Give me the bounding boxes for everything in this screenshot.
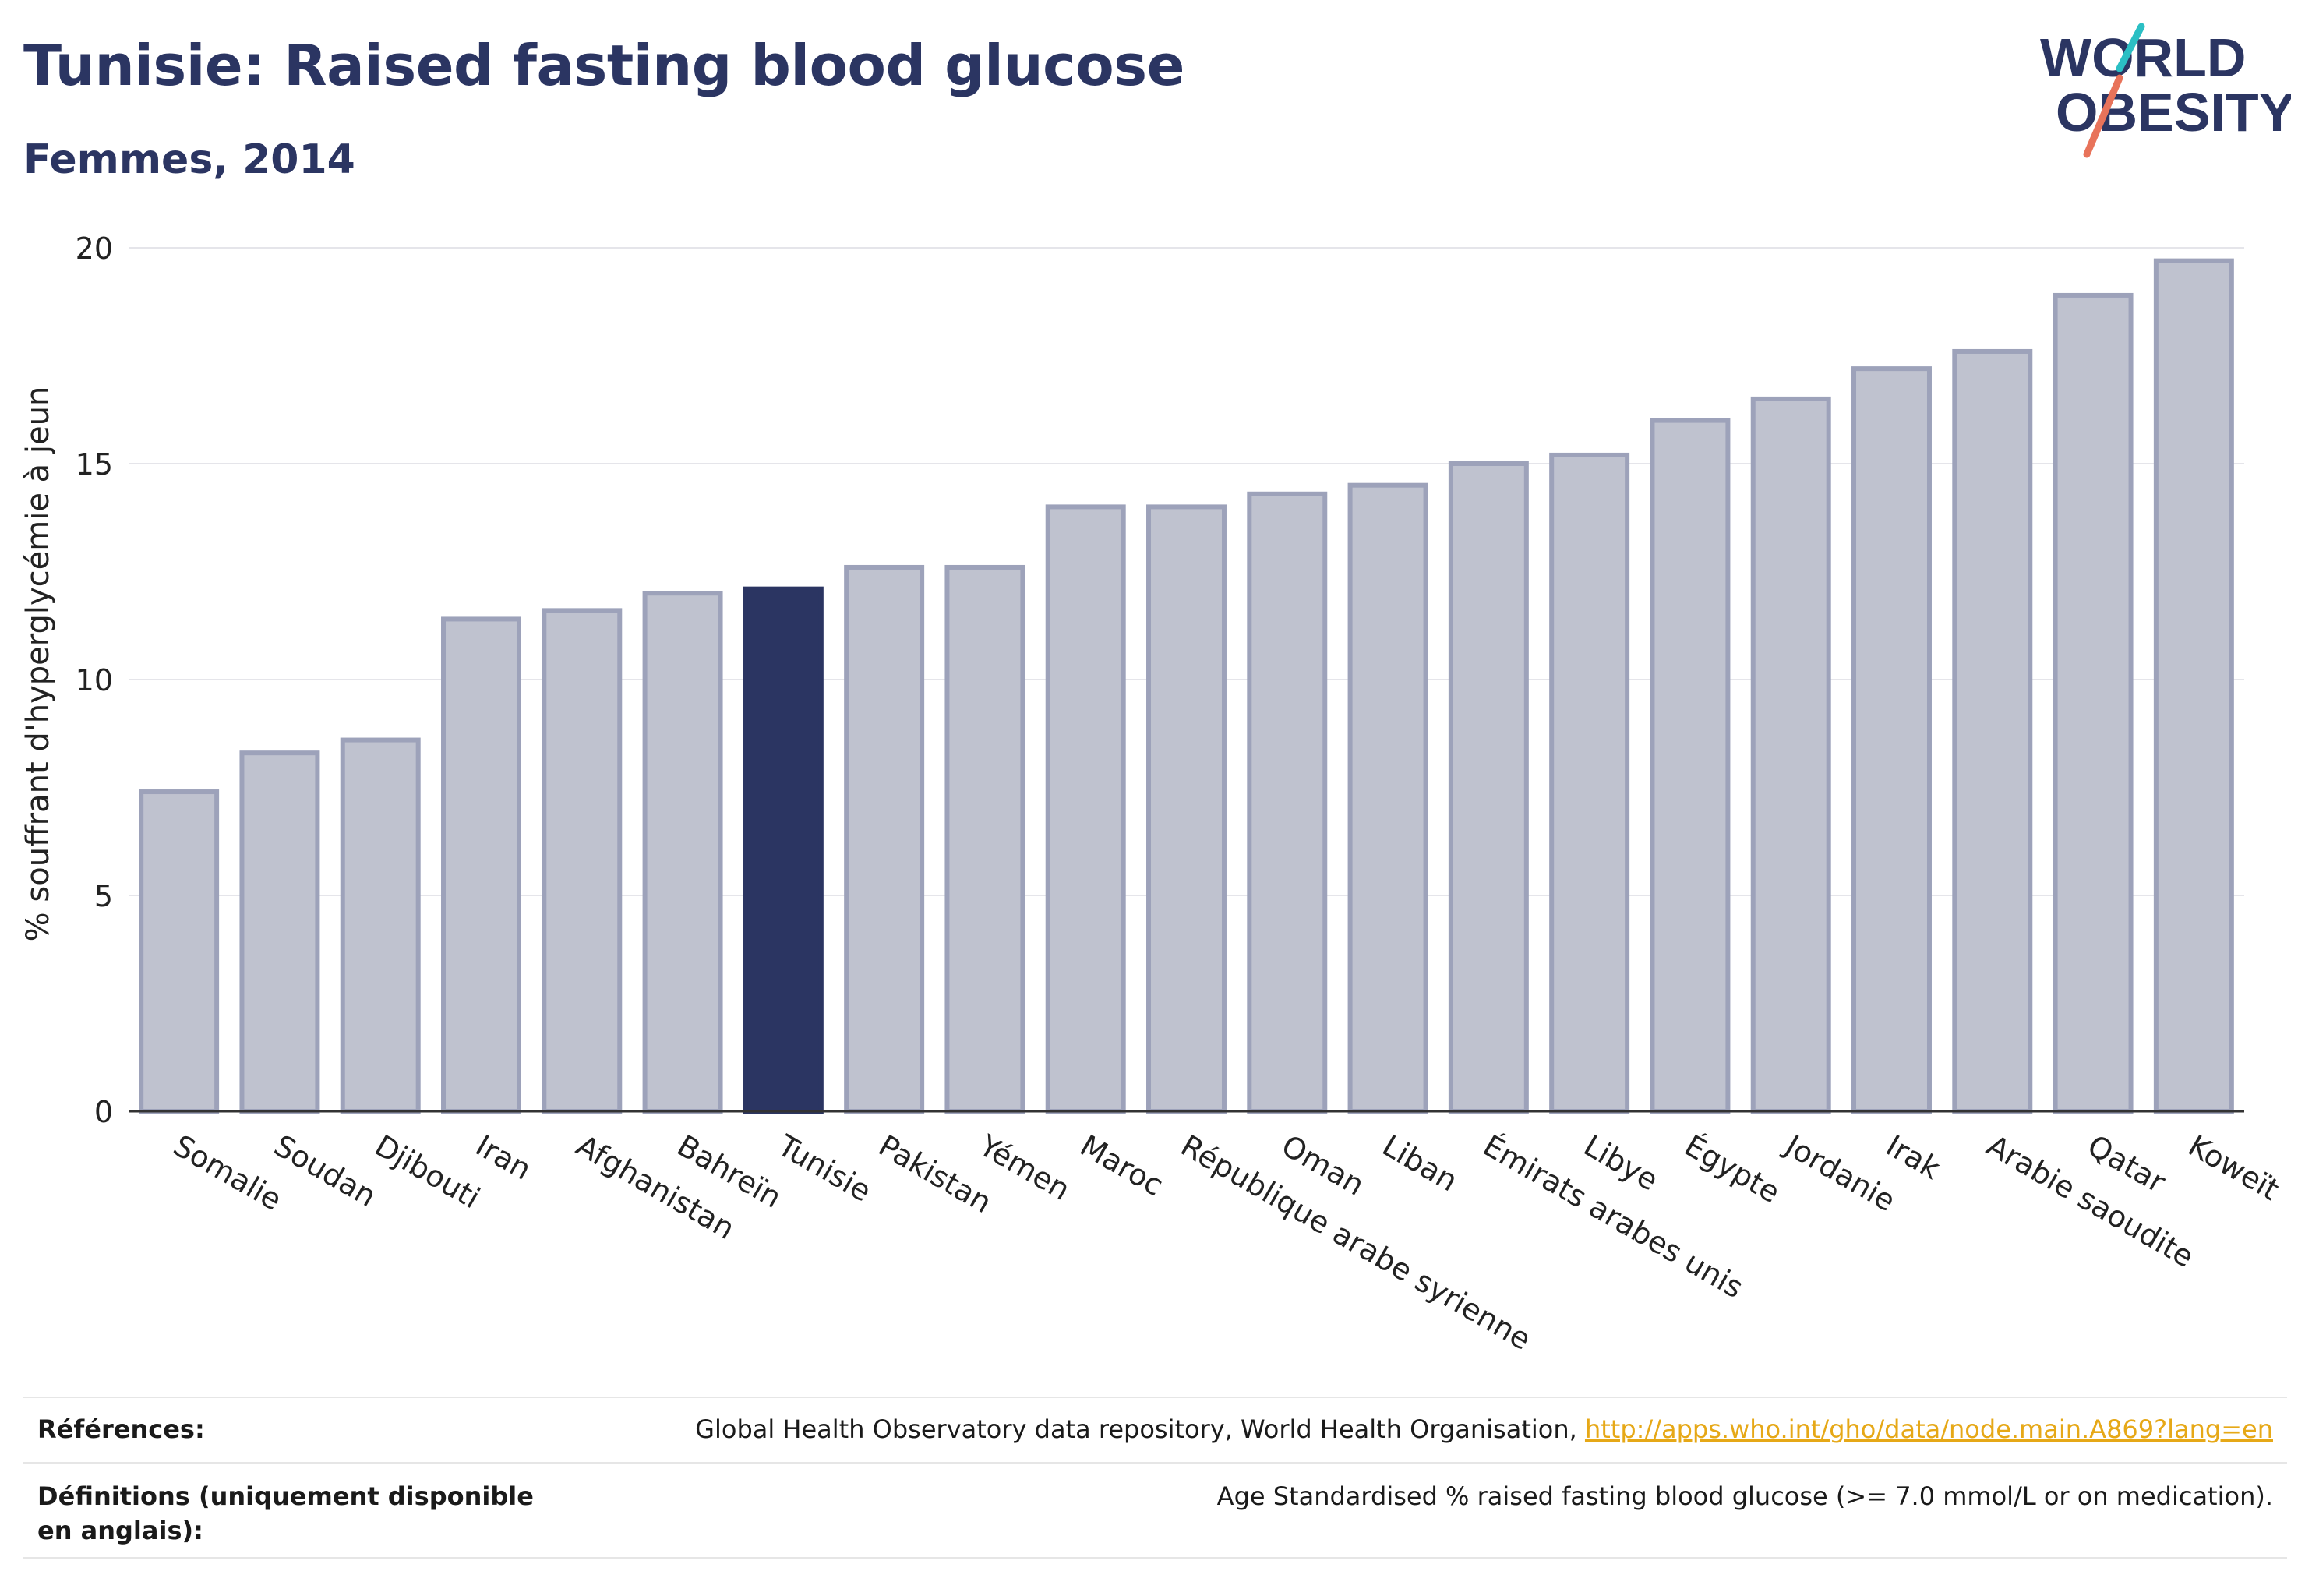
bar[interactable] xyxy=(1146,504,1227,1114)
references-row: Références: Global Health Observatory da… xyxy=(23,1396,2287,1462)
x-tick-label: République arabe syrienne xyxy=(1175,1128,1537,1357)
world-obesity-logo: WORLD OBESITY xyxy=(2040,23,2291,158)
x-tick-label: Irak xyxy=(1880,1128,1946,1186)
x-tick-label: Égypte xyxy=(1678,1128,1785,1210)
x-tick-label: Pakistan xyxy=(873,1128,997,1220)
bar[interactable] xyxy=(2153,258,2234,1114)
x-tick-label: Iran xyxy=(470,1128,537,1187)
x-tick-label: Jordanie xyxy=(1778,1128,1901,1219)
bar[interactable] xyxy=(441,616,521,1114)
x-tick-label: Koweït xyxy=(2183,1128,2285,1207)
bar[interactable] xyxy=(239,750,320,1114)
logo-red-stroke xyxy=(2083,74,2123,158)
x-tick-label: Liban xyxy=(1377,1128,1463,1199)
y-axis-label: % souffrant d'hyperglycémie à jeun xyxy=(20,387,56,942)
y-axis-ticks: 0 5 10 15 20 xyxy=(76,231,113,1129)
bar[interactable] xyxy=(340,737,421,1114)
chart-subtitle: Femmes, 2014 xyxy=(23,136,355,183)
definitions-label: Définitions (uniquement disponible en an… xyxy=(37,1481,534,1545)
y-tick-label: 0 xyxy=(94,1095,113,1129)
x-tick-label: Djibouti xyxy=(369,1128,486,1216)
footer-bottom-rule xyxy=(23,1557,2287,1559)
x-tick-label: Somalie xyxy=(168,1128,288,1217)
x-tick-label: Maroc xyxy=(1075,1128,1170,1203)
x-tick-label: Soudan xyxy=(268,1128,382,1214)
y-tick-label: 10 xyxy=(76,663,113,697)
bar[interactable] xyxy=(1952,348,2033,1114)
bar[interactable] xyxy=(139,789,220,1114)
bar[interactable] xyxy=(844,564,925,1114)
bar[interactable] xyxy=(1549,452,1630,1114)
bar[interactable] xyxy=(1851,366,1932,1114)
references-link[interactable]: http://apps.who.int/gho/data/node.main.A… xyxy=(1584,1414,2273,1444)
bars xyxy=(139,258,2234,1114)
x-tick-label: Tunisie xyxy=(771,1128,877,1209)
chart-title: Tunisie: Raised fasting blood glucose xyxy=(23,33,1184,98)
references-label: Références: xyxy=(37,1414,205,1444)
bar[interactable] xyxy=(1448,461,1529,1114)
bar[interactable] xyxy=(642,591,723,1114)
bar[interactable] xyxy=(1347,482,1428,1114)
definitions-row: Définitions (uniquement disponible en an… xyxy=(23,1462,2287,1557)
definitions-value: Age Standardised % raised fasting blood … xyxy=(1216,1481,2273,1511)
bar[interactable] xyxy=(944,564,1025,1114)
y-tick-label: 5 xyxy=(94,879,113,913)
references-value: Global Health Observatory data repositor… xyxy=(695,1412,2273,1446)
logo-teal-stroke xyxy=(2116,23,2145,72)
bar[interactable] xyxy=(542,608,623,1114)
bar[interactable] xyxy=(1750,396,1831,1114)
y-tick-label: 15 xyxy=(76,447,113,482)
logo-line1: WORLD xyxy=(2040,27,2246,88)
bar[interactable] xyxy=(1045,504,1126,1114)
bar-highlighted[interactable] xyxy=(743,586,824,1114)
bar[interactable] xyxy=(1650,418,1731,1114)
bar[interactable] xyxy=(1247,491,1328,1114)
bar[interactable] xyxy=(2053,292,2134,1114)
y-tick-label: 20 xyxy=(76,231,113,266)
references-text: Global Health Observatory data repositor… xyxy=(695,1414,1585,1444)
